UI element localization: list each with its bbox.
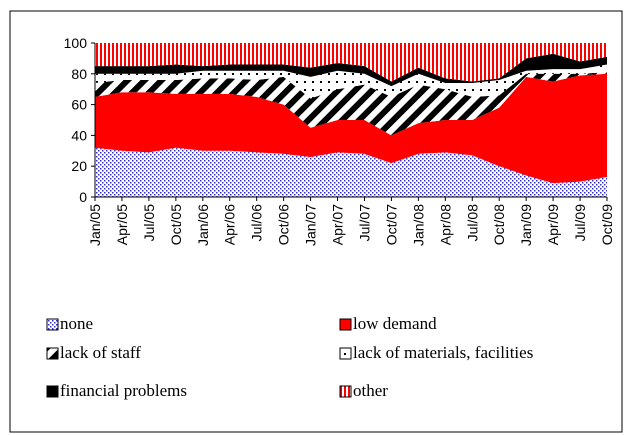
y-tick-label: 100 <box>64 35 88 51</box>
x-tick-label: Jan/05 <box>87 204 103 246</box>
legend-label: lack of staff <box>60 343 141 362</box>
x-tick-label: Oct/08 <box>491 204 507 245</box>
x-tick-label: Apr/06 <box>222 204 238 245</box>
legend-label: financial problems <box>60 381 187 400</box>
x-tick-label: Jan/09 <box>518 204 534 246</box>
x-tick-label: Jul/07 <box>356 204 372 242</box>
x-tick-label: Oct/07 <box>383 204 399 245</box>
x-tick-label: Jan/08 <box>410 204 426 246</box>
y-tick-label: 0 <box>79 189 87 205</box>
x-tick-label: Jul/09 <box>572 204 588 242</box>
legend-swatch <box>339 318 352 331</box>
x-tick-label: Jan/06 <box>195 204 211 246</box>
area <box>95 147 607 197</box>
y-tick-label: 60 <box>71 97 87 113</box>
area <box>95 43 607 82</box>
legend-swatch <box>339 385 352 398</box>
x-tick-label: Jul/05 <box>141 204 157 242</box>
x-tick-label: Oct/09 <box>599 204 615 245</box>
legend-label: none <box>60 314 93 333</box>
x-tick-label: Jul/08 <box>464 204 480 242</box>
legend-swatch <box>46 318 59 331</box>
y-tick-label: 20 <box>71 158 87 174</box>
legend-label: other <box>353 381 388 400</box>
legend-swatch <box>46 347 59 360</box>
area <box>95 64 607 99</box>
area <box>95 72 607 136</box>
x-tick-label: Apr/09 <box>545 204 561 245</box>
legend-swatch <box>339 347 352 360</box>
x-tick-label: Apr/07 <box>330 204 346 245</box>
area <box>95 53 607 87</box>
area <box>95 73 607 184</box>
x-tick-label: Jul/06 <box>249 204 265 242</box>
x-tick-label: Jan/07 <box>303 204 319 246</box>
legend-label: lack of materials, facilities <box>353 343 533 362</box>
x-tick-label: Oct/06 <box>276 204 292 245</box>
legend-swatch <box>46 385 59 398</box>
x-tick-label: Oct/05 <box>168 204 184 245</box>
legend-label: low demand <box>353 314 437 333</box>
x-tick-label: Apr/05 <box>114 204 130 245</box>
y-tick-label: 40 <box>71 127 87 143</box>
y-tick-label: 80 <box>71 66 87 82</box>
x-tick-label: Apr/08 <box>437 204 453 245</box>
